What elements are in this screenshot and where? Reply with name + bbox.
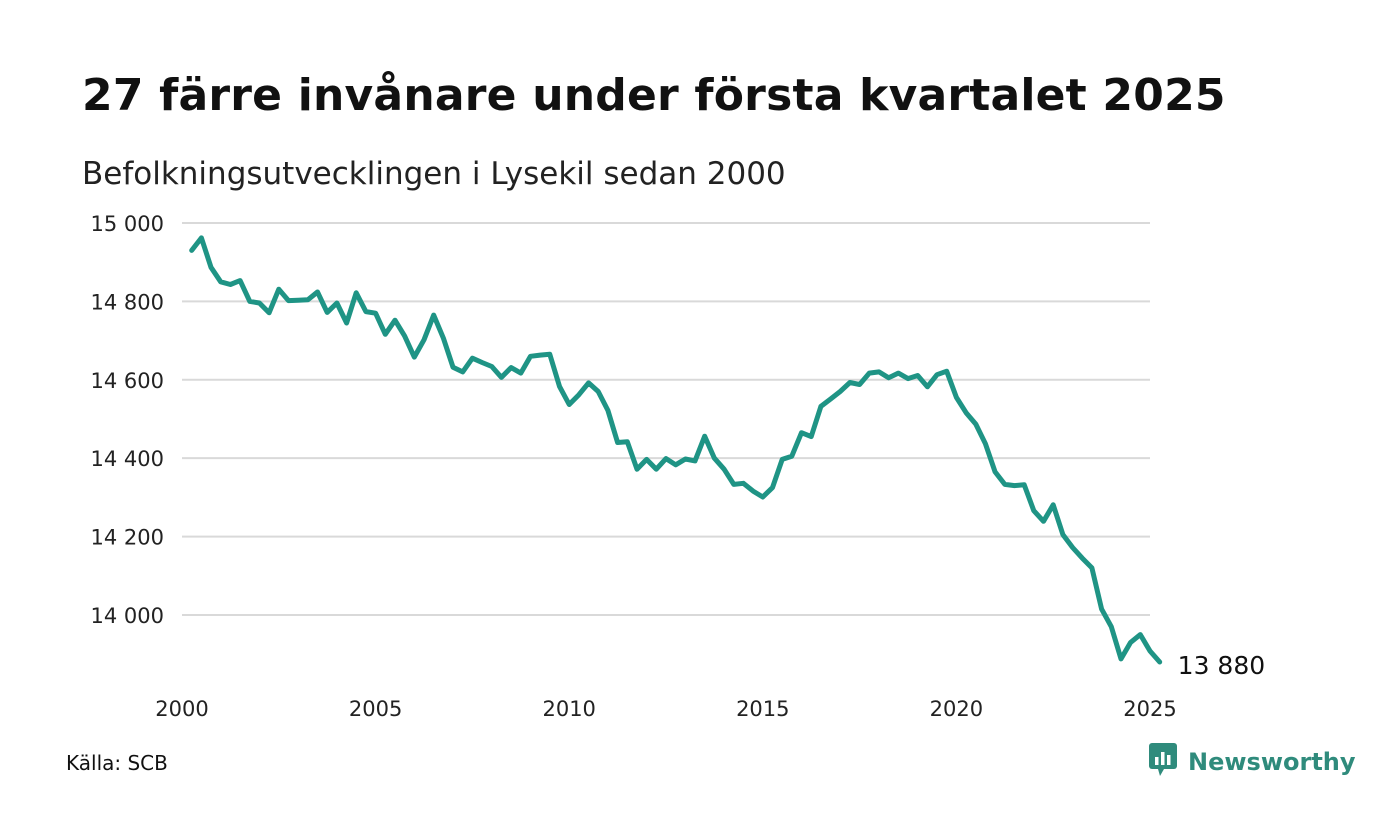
x-axis-ticks: 2000 2005 2010 2015 2020 2025 — [155, 697, 1176, 721]
y-tick-label: 14 400 — [91, 447, 164, 471]
y-tick-label: 14 600 — [91, 369, 164, 393]
brand-logo: Newsworthy — [1148, 742, 1356, 782]
source-note: Källa: SCB — [66, 751, 168, 775]
x-tick-label: 2005 — [349, 697, 402, 721]
bar-chart-logo-icon — [1148, 742, 1178, 782]
brand-name: Newsworthy — [1188, 748, 1356, 776]
chart-subtitle: Befolkningsutvecklingen i Lysekil sedan … — [82, 156, 786, 192]
y-tick-label: 15 000 — [91, 212, 164, 236]
x-tick-label: 2020 — [930, 697, 983, 721]
x-tick-label: 2000 — [155, 697, 208, 721]
gridlines — [182, 222, 1150, 616]
population-line — [189, 235, 1163, 665]
x-tick-label: 2010 — [542, 697, 595, 721]
x-tick-label: 2015 — [736, 697, 789, 721]
y-axis-ticks: 15 000 14 800 14 600 14 400 14 200 14 000 — [91, 212, 164, 628]
end-value-label: 13 880 — [1178, 651, 1265, 680]
x-tick-label: 2025 — [1123, 697, 1176, 721]
chart-title: 27 färre invånare under första kvartalet… — [82, 70, 1226, 121]
y-tick-label: 14 000 — [91, 604, 164, 628]
y-tick-label: 14 800 — [91, 290, 164, 314]
y-tick-label: 14 200 — [91, 526, 164, 550]
